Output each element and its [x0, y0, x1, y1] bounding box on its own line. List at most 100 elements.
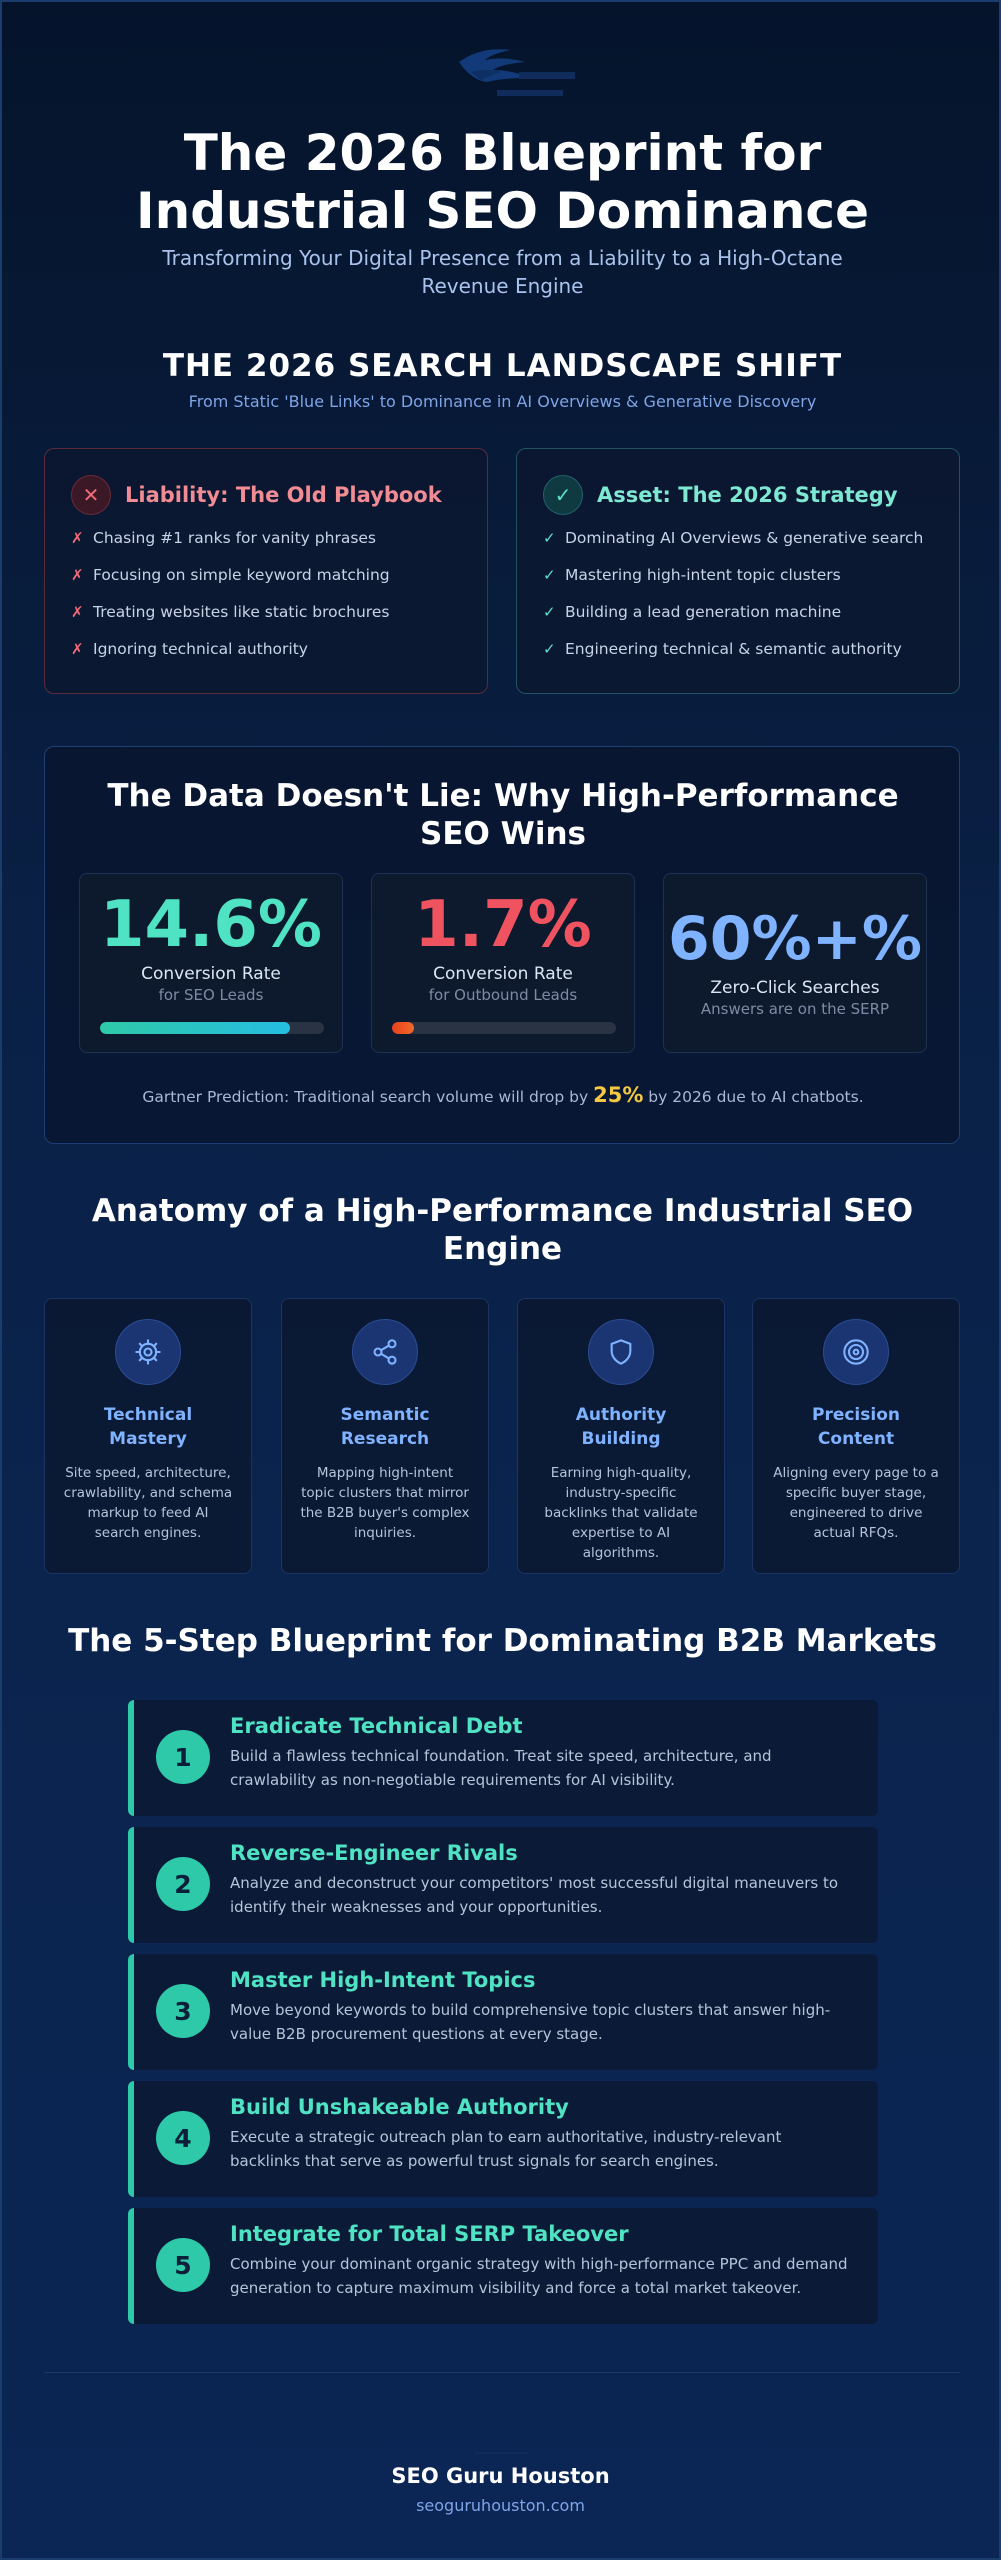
target-icon: [823, 1319, 889, 1385]
pillar-card: Technical Mastery Site speed, architectu…: [44, 1298, 252, 1574]
shield-icon: [588, 1319, 654, 1385]
check-mark-icon: ✓: [543, 603, 556, 621]
pillar-title: Semantic Research: [340, 1405, 430, 1449]
logo: [2, 42, 999, 114]
asset-card: ✓ Asset: The 2026 Strategy ✓ Dominating A…: [516, 448, 960, 694]
step-desc: Combine your dominant organic strategy w…: [230, 2255, 848, 2297]
pillar-card: Semantic Research Mapping high-intent to…: [281, 1298, 489, 1574]
step-desc: Analyze and deconstruct your competitors…: [230, 1874, 839, 1916]
step-number: 3: [156, 1984, 210, 2038]
list-item: ✗ Focusing on simple keyword matching: [71, 566, 390, 603]
stat-label: Conversion Rate: [141, 964, 281, 984]
liability-list: ✗ Chasing #1 ranks for vanity phrases ✗ Fo…: [71, 529, 390, 677]
step-card: 3 Master High-Intent Topics Move beyond …: [128, 1954, 878, 2070]
liability-header: ✕ Liability: The Old Playbook: [71, 475, 442, 515]
steps-title: The 5-Step Blueprint for Dominating B2B …: [68, 1623, 937, 1659]
stat-value: 60%+%: [667, 904, 922, 974]
eagle-logo-icon: [458, 49, 575, 96]
list-item: ✓ Mastering high-intent topic clusters: [543, 566, 923, 603]
pillar-desc: Aligning every page to a specific buyer …: [773, 1465, 939, 1541]
anatomy-title: Anatomy of a High-Performance Industrial…: [91, 1193, 914, 1267]
check-mark-icon: ✓: [543, 640, 556, 658]
data-panel: The Data Doesn't Lie: Why High-Performan…: [44, 746, 960, 1144]
progress-fill: [100, 1022, 291, 1034]
data-title: The Data Doesn't Lie: Why High-Performan…: [107, 778, 899, 852]
stat-sub: for Outbound Leads: [428, 986, 578, 1004]
x-mark-icon: ✗: [71, 566, 84, 584]
gartner-highlight: 25%: [593, 1083, 644, 1107]
pillar-title: Authority Building: [575, 1405, 667, 1449]
pillar-desc: Earning high-quality, industry-specific …: [544, 1465, 698, 1561]
list-item: ✓ Dominating AI Overviews & generative se…: [543, 529, 923, 566]
small-logo-icon: [2, 2442, 999, 2461]
footer-url[interactable]: seoguruhouston.com: [416, 2496, 585, 2515]
liability-item-text: Ignoring technical authority: [93, 640, 308, 658]
pillar-title: Technical Mastery: [103, 1405, 193, 1449]
progress-fill: [392, 1022, 415, 1034]
asset-item-text: Engineering technical & semantic authori…: [565, 640, 902, 658]
list-item: ✗ Ignoring technical authority: [71, 640, 390, 677]
step-title: Master High-Intent Topics: [230, 1968, 536, 1992]
x-mark-icon: ✗: [71, 603, 84, 621]
page-subtitle: Transforming Your Digital Presence from …: [162, 246, 843, 298]
stat-value: 14.6%: [99, 888, 323, 962]
stat-card-zero-click: 60%+% Zero-Click Searches Answers are on…: [663, 873, 927, 1053]
stat-sub: Answers are on the SERP: [700, 1000, 890, 1018]
progress-track: [100, 1022, 324, 1034]
asset-header: ✓ Asset: The 2026 Strategy: [543, 475, 898, 515]
footer-divider: [44, 2372, 960, 2373]
progress-track: [392, 1022, 616, 1034]
step-number: 5: [156, 2238, 210, 2292]
check-mark-icon: ✓: [543, 566, 556, 584]
step-number: 2: [156, 1857, 210, 1911]
step-number: 1: [156, 1730, 210, 1784]
list-item: ✗ Chasing #1 ranks for vanity phrases: [71, 529, 390, 566]
step-card: 5 Integrate for Total SERP Takeover Comb…: [128, 2208, 878, 2324]
step-desc: Build a flawless technical foundation. T…: [230, 1747, 772, 1789]
check-mark-icon: ✓: [543, 529, 556, 547]
asset-title: Asset: The 2026 Strategy: [597, 483, 898, 507]
step-title: Eradicate Technical Debt: [230, 1714, 523, 1738]
x-icon: ✕: [71, 475, 111, 515]
gartner-prefix: Gartner Prediction: Traditional search v…: [142, 1088, 594, 1106]
pillar-card: Authority Building Earning high-quality,…: [517, 1298, 725, 1574]
check-icon: ✓: [543, 475, 583, 515]
x-mark-icon: ✗: [71, 640, 84, 658]
asset-item-text: Building a lead generation machine: [565, 603, 842, 621]
pillar-card: Precision Content Aligning every page to…: [752, 1298, 960, 1574]
asset-item-text: Dominating AI Overviews & generative sea…: [565, 529, 924, 547]
step-desc: Execute a strategic outreach plan to ear…: [230, 2128, 782, 2170]
x-mark-icon: ✗: [71, 529, 84, 547]
step-card: 4 Build Unshakeable Authority Execute a …: [128, 2081, 878, 2197]
page-title: The 2026 Blueprint for Industrial SEO Do…: [136, 124, 869, 240]
stat-card-outbound: 1.7% Conversion Rate for Outbound Leads: [371, 873, 635, 1053]
stat-label: Conversion Rate: [433, 964, 573, 984]
gartner-suffix: by 2026 due to AI chatbots.: [643, 1088, 864, 1106]
asset-item-text: Mastering high-intent topic clusters: [565, 566, 841, 584]
liability-item-text: Chasing #1 ranks for vanity phrases: [93, 529, 377, 547]
liability-item-text: Treating websites like static brochures: [93, 603, 390, 621]
step-desc: Move beyond keywords to build comprehens…: [230, 2001, 831, 2043]
step-title: Reverse-Engineer Rivals: [230, 1841, 518, 1865]
stat-sub: for SEO Leads: [158, 986, 264, 1004]
stat-label: Zero-Click Searches: [710, 978, 880, 998]
landscape-title: THE 2026 SEARCH LANDSCAPE SHIFT: [162, 348, 843, 384]
pillar-title: Precision Content: [811, 1405, 900, 1449]
liability-title: Liability: The Old Playbook: [125, 483, 442, 507]
step-number: 4: [156, 2111, 210, 2165]
asset-list: ✓ Dominating AI Overviews & generative se…: [543, 529, 923, 677]
share-icon: [352, 1319, 418, 1385]
gartner-note: Gartner Prediction: Traditional search v…: [75, 1083, 931, 1107]
footer-brand: SEO Guru Houston: [391, 2464, 610, 2488]
list-item: ✓ Building a lead generation machine: [543, 603, 923, 640]
step-title: Integrate for Total SERP Takeover: [230, 2222, 629, 2246]
gear-icon: [115, 1319, 181, 1385]
pillar-desc: Mapping high-intent topic clusters that …: [300, 1465, 470, 1541]
step-title: Build Unshakeable Authority: [230, 2095, 569, 2119]
liability-item-text: Focusing on simple keyword matching: [93, 566, 390, 584]
stat-value: 1.7%: [414, 888, 592, 962]
stat-card-seo: 14.6% Conversion Rate for SEO Leads: [79, 873, 343, 1053]
step-card: 2 Reverse-Engineer Rivals Analyze and de…: [128, 1827, 878, 1943]
liability-card: ✕ Liability: The Old Playbook ✗ Chasing #…: [44, 448, 488, 694]
